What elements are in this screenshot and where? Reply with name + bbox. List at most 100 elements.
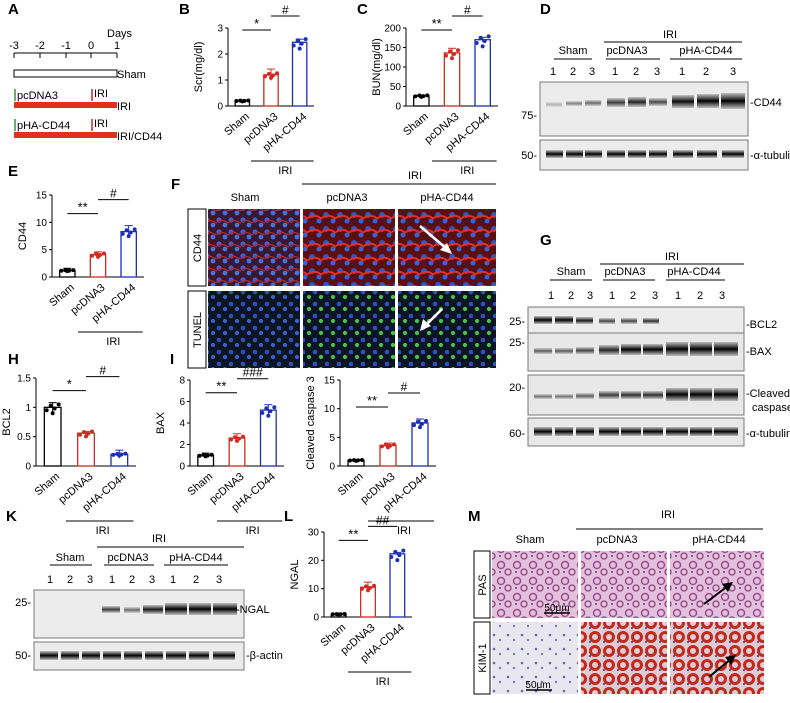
panel-letter-h: H (8, 351, 19, 368)
data-point (203, 454, 208, 459)
data-point (209, 452, 214, 457)
group-label: IRI (106, 336, 120, 348)
y-axis-label: BUN(mg/dl) (371, 38, 383, 95)
svg-text:2: 2 (129, 574, 135, 586)
data-point (420, 421, 424, 426)
bar (259, 409, 277, 467)
svg-text:1: 1 (609, 290, 615, 302)
y-tick-label: 0 (179, 462, 185, 473)
data-point (266, 413, 271, 418)
svg-text:2: 2 (697, 290, 703, 302)
y-axis-label: BAX (155, 411, 167, 434)
scale-bar-label: 50μm (544, 603, 569, 614)
svg-text:2: 2 (570, 66, 576, 78)
data-point (48, 403, 53, 408)
svg-text:3: 3 (149, 574, 155, 586)
blot-label: -β-actin (246, 650, 283, 662)
mw-marker: 20- (509, 382, 525, 394)
significance-label: * (254, 16, 259, 31)
pha-cd44-row-right: IRI/CD44 (117, 131, 162, 143)
row-label: TUNEL (192, 312, 204, 348)
data-point (260, 410, 265, 415)
data-point (233, 435, 237, 440)
data-point (78, 432, 82, 437)
data-point (82, 430, 86, 435)
y-tick-label: 5 (329, 433, 335, 444)
group-label: IRI (460, 165, 474, 177)
data-point (269, 75, 273, 80)
data-point (291, 43, 296, 48)
data-point (456, 48, 460, 53)
y-axis-label: CD44 (17, 222, 29, 250)
arrow-icon (708, 655, 736, 678)
data-point (299, 41, 304, 46)
y-tick-label: 4 (179, 419, 185, 430)
group-label: IRI (246, 525, 260, 537)
mw-marker: 60- (509, 428, 525, 440)
significance-label: # (282, 3, 289, 17)
data-point (336, 612, 341, 617)
data-point (360, 457, 364, 462)
days-label: Days (107, 28, 133, 40)
bcl2-bands (534, 316, 659, 324)
y-tick-label: 15 (324, 376, 336, 387)
tunel-pcdna3-image (303, 291, 395, 368)
svg-text:3: 3 (216, 574, 222, 586)
data-point (424, 418, 428, 423)
significance-label: # (401, 380, 408, 394)
data-point (246, 98, 251, 103)
data-point (303, 37, 308, 42)
data-point (418, 425, 422, 430)
panel-letter: M (468, 508, 481, 525)
mw-marker: 50- (15, 650, 31, 662)
arrow-icon (420, 308, 443, 331)
pas-sham-image (492, 551, 578, 618)
panel-letter: G (540, 232, 552, 249)
pcdna3-row-label: pcDNA3 (17, 90, 58, 102)
data-point (354, 458, 358, 463)
blot-label: -CD44 (750, 97, 782, 109)
panel-m: M IRI Sham pcDNA3 pHA-CD44 PAS KIM-1 50μ… (468, 508, 764, 695)
group-label: IRI (397, 525, 411, 537)
lane-label: Sham (557, 266, 586, 278)
y-tick-label: 50 (390, 82, 402, 93)
y-tick-label: 1 (25, 403, 31, 414)
y-tick-label: 1 (217, 76, 223, 87)
data-point (229, 437, 233, 442)
y-tick-label: 150 (384, 43, 401, 54)
data-point (240, 99, 245, 104)
bar (291, 41, 308, 107)
significance-label: ### (243, 366, 263, 380)
svg-text:1: 1 (612, 66, 618, 78)
y-tick-label: 3 (217, 24, 223, 35)
bar (411, 422, 429, 467)
data-point (395, 558, 400, 563)
panel-letter-i: I (170, 351, 174, 368)
ngal-blot (33, 589, 245, 639)
data-point (478, 35, 483, 40)
data-point (482, 39, 487, 44)
y-tick-label: 30 (308, 528, 320, 539)
lane-label: pHA-CD44 (667, 266, 720, 278)
group-label: IRI (663, 29, 677, 41)
y-tick-label: 100 (384, 63, 401, 74)
data-point (56, 402, 61, 407)
tubulin-bands (546, 150, 744, 158)
data-point (389, 554, 394, 559)
panel-letter: F (171, 176, 180, 193)
lane-numbers: 1 2 3 1 2 3 1 2 3 (47, 574, 222, 586)
lane-numbers: 1 2 3 1 2 3 1 2 3 (550, 66, 736, 78)
data-point (117, 453, 122, 458)
row-label: KIM-1 (477, 643, 489, 672)
data-point (267, 71, 271, 76)
data-point (272, 405, 277, 410)
group-label: IRI (96, 525, 110, 537)
iri-tag: IRI (94, 118, 108, 130)
data-point (413, 94, 418, 99)
timeline-ticks: -3 -2 -1 0 1 (9, 40, 120, 58)
data-point (480, 44, 485, 49)
y-tick-label: 2 (179, 440, 185, 451)
data-point (124, 228, 129, 233)
data-point (84, 434, 88, 439)
